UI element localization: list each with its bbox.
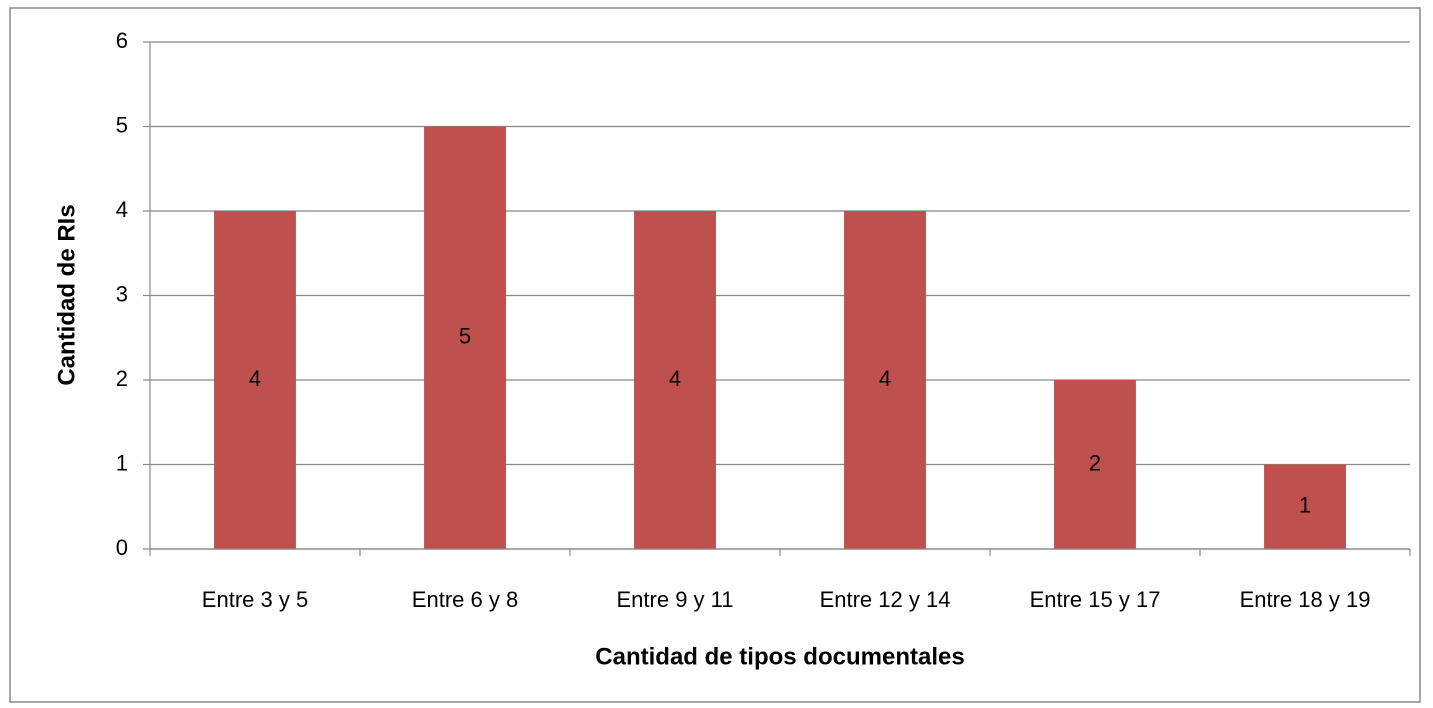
x-tick-label: Entre 3 y 5: [202, 587, 308, 612]
x-tick-label: Entre 12 y 14: [820, 587, 951, 612]
data-label: 4: [669, 366, 681, 391]
bar: [1264, 464, 1346, 549]
y-tick-label: 4: [116, 197, 128, 222]
x-tick-label: Entre 18 y 19: [1240, 587, 1371, 612]
data-label: 4: [249, 366, 261, 391]
data-label: 1: [1299, 493, 1311, 518]
bar: [634, 211, 716, 549]
y-tick-label: 5: [116, 112, 128, 137]
y-tick-label: 6: [116, 28, 128, 53]
x-tick-label: Entre 6 y 8: [412, 587, 518, 612]
x-tick-label: Entre 15 y 17: [1030, 587, 1161, 612]
bar: [1054, 380, 1136, 549]
y-tick-label: 0: [116, 535, 128, 560]
bar: [424, 126, 506, 549]
x-tick-label: Entre 9 y 11: [617, 587, 734, 612]
x-axis-title: Cantidad de tipos documentales: [595, 643, 964, 670]
data-label: 2: [1089, 450, 1101, 475]
data-label: 5: [459, 324, 471, 349]
bar: [214, 211, 296, 549]
y-tick-label: 1: [116, 450, 128, 475]
y-tick-label: 3: [116, 281, 128, 306]
bar: [844, 211, 926, 549]
y-tick-label: 2: [116, 366, 128, 391]
data-label: 4: [879, 366, 891, 391]
y-axis-title: Cantidad de RIs: [53, 204, 80, 385]
